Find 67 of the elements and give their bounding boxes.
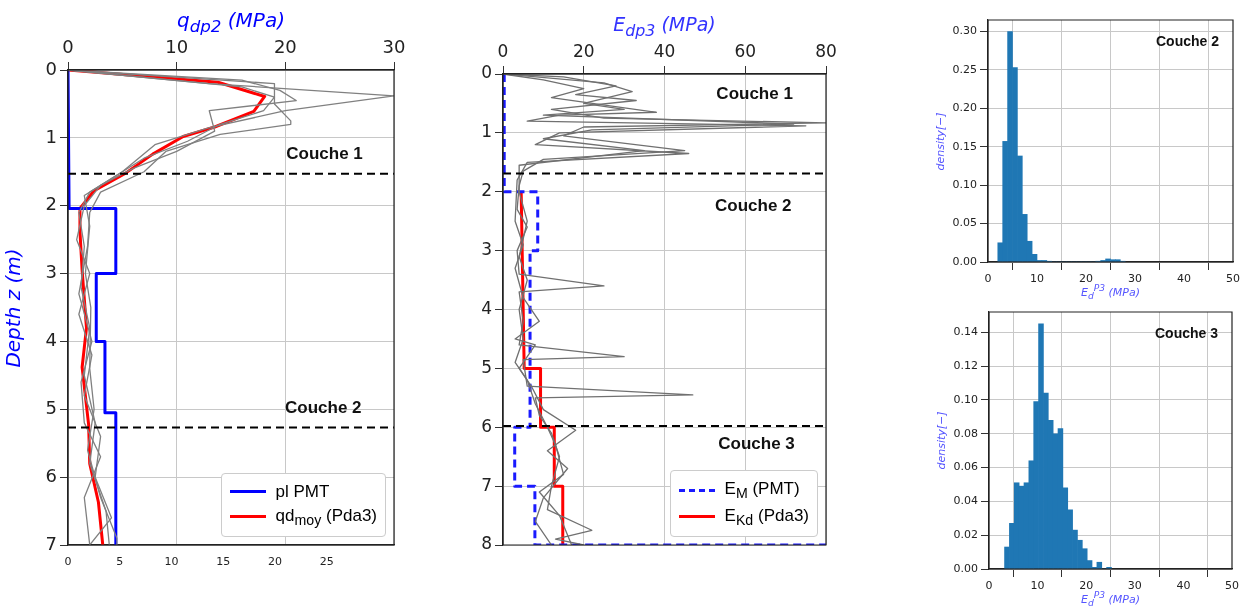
y-tick-label: 0.00 <box>953 561 978 575</box>
y-tick-label: 1 <box>481 121 492 142</box>
legend-label: E$_{Kd}$ (Pda3) <box>724 505 809 528</box>
y-tick-label: 0.02 <box>953 528 978 542</box>
y-tick-label: 5 <box>481 356 492 377</box>
annotation: Couche 2 <box>284 398 362 418</box>
y-tick-label: 4 <box>481 297 492 318</box>
annotation: Couche 3 <box>1154 324 1219 341</box>
y-tick-label: 0.14 <box>953 325 978 339</box>
y-tick-label: 0.10 <box>953 392 978 406</box>
annotation: Couche 2 <box>715 195 792 215</box>
x-tick-label: 25 <box>319 555 334 569</box>
y-tick-label: 0.08 <box>953 426 978 440</box>
annotation: Couche 1 <box>716 84 793 104</box>
x-tick-label: 15 <box>216 555 231 569</box>
y-tick-label: 0 <box>481 62 492 83</box>
x-tick-label: 10 <box>164 555 179 569</box>
x-tick-label: 10 <box>1030 579 1045 593</box>
y-tick-label: 3 <box>481 239 492 260</box>
y-tick-label: 6 <box>481 415 492 436</box>
x-tick-label: 0 <box>64 555 72 569</box>
legend-label: pl PMT <box>275 481 330 502</box>
legend-label: qd$_{moy}$ (Pda3) <box>275 505 377 528</box>
y-tick-label: 0.04 <box>953 494 978 508</box>
y-tick-label: 1 <box>45 125 57 147</box>
y-tick-label: 7 <box>481 474 492 495</box>
y-axis-title: density[−] <box>934 411 948 470</box>
y-tick-label: 0.20 <box>952 101 977 115</box>
x-tick-label: 10 <box>1030 272 1044 286</box>
annotation: Couche 2 <box>1155 32 1220 49</box>
y-tick-label: 7 <box>45 532 57 554</box>
x-tick-label: 20 <box>572 41 595 62</box>
x-tick-label: 40 <box>653 41 676 62</box>
y-tick-label: 0.12 <box>953 358 978 372</box>
legend-label: E$_{M}$ (PMT) <box>724 479 800 502</box>
x-tick-label: 0 <box>985 579 993 593</box>
x-tick-label: 5 <box>116 555 124 569</box>
x-tick-label: 50 <box>1226 272 1240 286</box>
y-axis-title: density[−] <box>933 111 947 171</box>
y-tick-label: 0.05 <box>952 216 977 230</box>
x-tick-label: 40 <box>1176 579 1191 593</box>
y-tick-label: 0.30 <box>952 24 977 38</box>
y-tick-label: 4 <box>45 329 57 351</box>
annotation: Couche 3 <box>718 433 795 453</box>
x-tick-label: 0 <box>497 41 509 62</box>
x-tick-label: 60 <box>734 41 757 62</box>
y-tick-label: 3 <box>45 261 57 283</box>
y-tick-label: 6 <box>45 464 57 486</box>
annotation: Couche 1 <box>286 143 363 163</box>
x-tick-label: 80 <box>815 41 837 62</box>
y-tick-label: 5 <box>45 396 57 418</box>
x2-axis-title: q$_{dp2}$ (MPa) <box>176 8 286 36</box>
x-axis-title: E$_{dp3}$ (MPa) <box>612 13 717 40</box>
x-tick-label: 40 <box>1177 272 1191 286</box>
x-tick-label: 50 <box>1225 579 1239 593</box>
y-tick-label: 0.06 <box>953 460 978 474</box>
y-tick-label: 0 <box>45 57 57 79</box>
y-tick-label: 0.25 <box>952 62 977 76</box>
y-tick-label: 8 <box>481 533 492 554</box>
x-tick-label: 0 <box>984 272 992 286</box>
y-tick-label: 2 <box>481 180 492 201</box>
y-tick-label: 0.10 <box>952 178 977 192</box>
y-tick-label: 2 <box>45 193 57 215</box>
y-tick-label: 0.00 <box>952 254 977 268</box>
x-tick-label: 20 <box>267 555 282 569</box>
y-tick-label: 0.15 <box>952 139 977 153</box>
y-axis-title: Depth z (m) <box>0 247 25 368</box>
